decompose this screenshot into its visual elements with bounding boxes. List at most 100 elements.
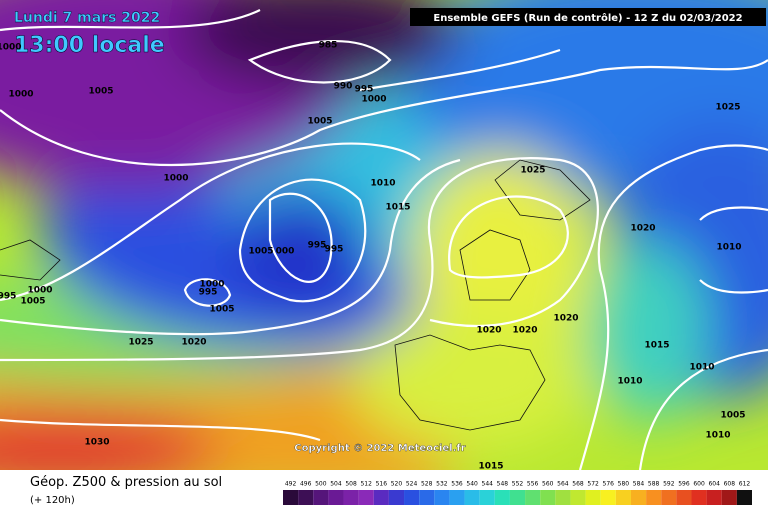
isobar-label: 1020 <box>553 314 578 324</box>
scale-cell <box>691 490 707 505</box>
isobar-label: 1000 <box>163 174 188 184</box>
scale-label: 596 <box>678 481 690 488</box>
isobar-label: 1030 <box>84 438 109 448</box>
scale-label: 604 <box>708 481 720 488</box>
isobar-label: 995 <box>325 245 344 255</box>
date: Lundi 7 mars 2022 <box>14 10 160 26</box>
scale-label: 516 <box>376 481 388 488</box>
scale-cell <box>615 490 631 505</box>
scale-cell <box>570 490 586 505</box>
scale-label: 552 <box>512 481 524 488</box>
isobar-label: 1025 <box>128 338 153 348</box>
scale-label: 520 <box>391 481 403 488</box>
scale-cell <box>449 490 465 505</box>
scale-label: 524 <box>406 481 418 488</box>
scale-cell <box>313 490 329 505</box>
scale-label: 528 <box>421 481 433 488</box>
scale-label: 608 <box>724 481 736 488</box>
scale-label: 532 <box>436 481 448 488</box>
scale-label: 592 <box>663 481 675 488</box>
scale-label: 504 <box>330 481 342 488</box>
scale-label: 500 <box>315 481 327 488</box>
isobar-label: 1010 <box>617 377 642 387</box>
isobar-label: 995 <box>0 292 16 302</box>
isobar-label: 995 <box>199 288 218 298</box>
field <box>0 0 768 470</box>
scale-cell <box>736 490 752 505</box>
scale-cell <box>464 490 480 505</box>
isobar-label: 1010 <box>689 363 714 373</box>
isobar-label: 1015 <box>478 462 503 472</box>
isobar-label: 1025 <box>520 166 545 176</box>
scale-label: 588 <box>648 481 660 488</box>
scale-label: 572 <box>587 481 599 488</box>
scale-cell <box>343 490 359 505</box>
copyright: Copyright © 2022 Meteociel.fr <box>294 443 465 454</box>
scale-label: 580 <box>618 481 630 488</box>
scale-cell <box>373 490 389 505</box>
model-box <box>410 8 766 26</box>
scale-cell <box>388 490 405 505</box>
scale-cell <box>585 490 601 505</box>
isobar-label: 985 <box>319 41 338 51</box>
model-info: Ensemble GEFS (Run de contrôle) - 12 Z d… <box>433 12 742 24</box>
isobar-label: 1005 <box>88 87 113 97</box>
scale-label: 576 <box>603 481 615 488</box>
scale-cell <box>661 490 677 505</box>
scale-label: 540 <box>466 481 478 488</box>
isobar-label: 1010 <box>705 431 730 441</box>
scale-label: 564 <box>557 481 569 488</box>
scale-cell <box>540 490 556 505</box>
scale-cell <box>404 490 420 505</box>
isobar-label: 1005 <box>307 117 332 127</box>
scale-cell <box>676 490 692 505</box>
scale-cell <box>555 490 571 505</box>
scale-label: 568 <box>572 481 584 488</box>
scale-cell <box>525 490 541 505</box>
scale-label: 496 <box>300 481 312 488</box>
isobar-label: 995 <box>355 85 374 95</box>
scale-label: 492 <box>285 481 297 488</box>
scale-cell <box>600 490 616 505</box>
footer-title: Géop. Z500 & pression au sol <box>30 475 222 490</box>
scale-cell <box>298 490 314 505</box>
scale-cell <box>509 490 526 505</box>
scale-label: 584 <box>633 481 645 488</box>
isobar-label: 1000 <box>361 95 386 105</box>
scale-cell <box>419 490 435 505</box>
scale-cell <box>358 490 374 505</box>
isobar-label: 1015 <box>385 203 410 213</box>
isobar-label: 1000 <box>8 90 33 100</box>
scale-label: 536 <box>451 481 463 488</box>
isobar-label: 1005 <box>20 297 45 307</box>
isobar-label: 1020 <box>476 326 501 336</box>
isobar-label: 1010 <box>716 243 741 253</box>
scale-cell <box>434 490 450 505</box>
scale-label: 600 <box>693 481 705 488</box>
isobar-label: 1005 <box>248 247 273 257</box>
scale-cell <box>283 490 299 505</box>
isobar-label: 1000 <box>27 286 52 296</box>
isobar-label: 1020 <box>630 224 655 234</box>
isobar-label: 1020 <box>181 338 206 348</box>
scale-label: 544 <box>482 481 494 488</box>
isobar-label: 995 <box>308 241 327 251</box>
scale-cell <box>630 490 647 505</box>
scale-cell <box>646 490 662 505</box>
scale-label: 560 <box>542 481 554 488</box>
isobar-label: 1005 <box>209 305 234 315</box>
isobar-label: 1005 <box>720 411 745 421</box>
time: 13:00 locale <box>14 33 165 58</box>
footer-lead: (+ 120h) <box>30 495 75 506</box>
isobar-label: 1020 <box>512 326 537 336</box>
isobar-label: 1010 <box>370 179 395 189</box>
isobar-label: 990 <box>334 82 353 92</box>
scale-label: 556 <box>527 481 539 488</box>
isobar-label: 1025 <box>715 103 740 113</box>
isobar-label: 1000 <box>199 280 224 290</box>
scale-cell <box>479 490 495 505</box>
scale-cell <box>328 490 344 505</box>
scale-label: 548 <box>497 481 509 488</box>
